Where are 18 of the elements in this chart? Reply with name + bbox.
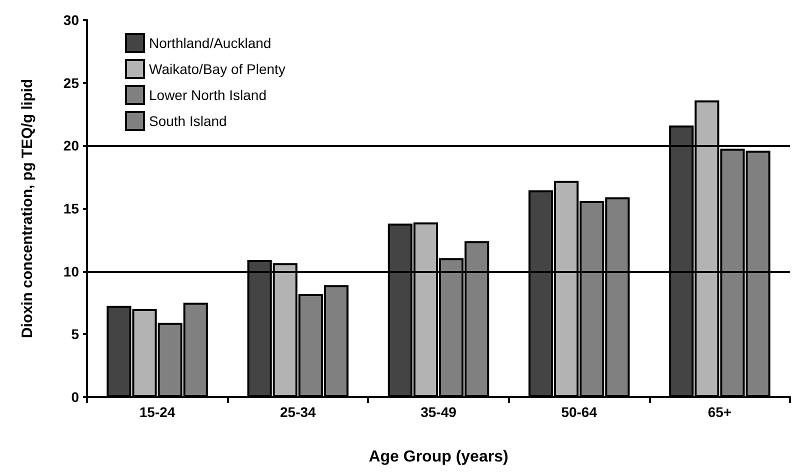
x-tick-label: 65+ [708, 404, 732, 420]
legend-label: South Island [149, 113, 227, 129]
y-tick-label: 5 [71, 326, 80, 342]
y-tick-label: 15 [63, 200, 80, 216]
x-tick-label: 35-49 [420, 404, 457, 420]
legend-label: Waikato/Bay of Plenty [149, 61, 286, 77]
x-tick-label: 25-34 [280, 404, 316, 420]
y-tick-label: 10 [63, 263, 80, 280]
y-tick-label: 20 [63, 138, 80, 154]
y-axis-title: Dioxin concentration, pg TEQ/g lipid [19, 78, 36, 338]
legend-label: Northland/Auckland [149, 35, 272, 51]
y-tick-label: 30 [63, 12, 80, 28]
y-tick-label: 0 [71, 389, 80, 405]
x-axis-title: Age Group (years) [368, 448, 508, 466]
y-tick-label: 25 [63, 74, 80, 91]
x-tick-label: 50-64 [561, 404, 598, 420]
x-tick-label: 15-24 [139, 404, 176, 420]
legend-label: Lower North Island [149, 87, 267, 103]
